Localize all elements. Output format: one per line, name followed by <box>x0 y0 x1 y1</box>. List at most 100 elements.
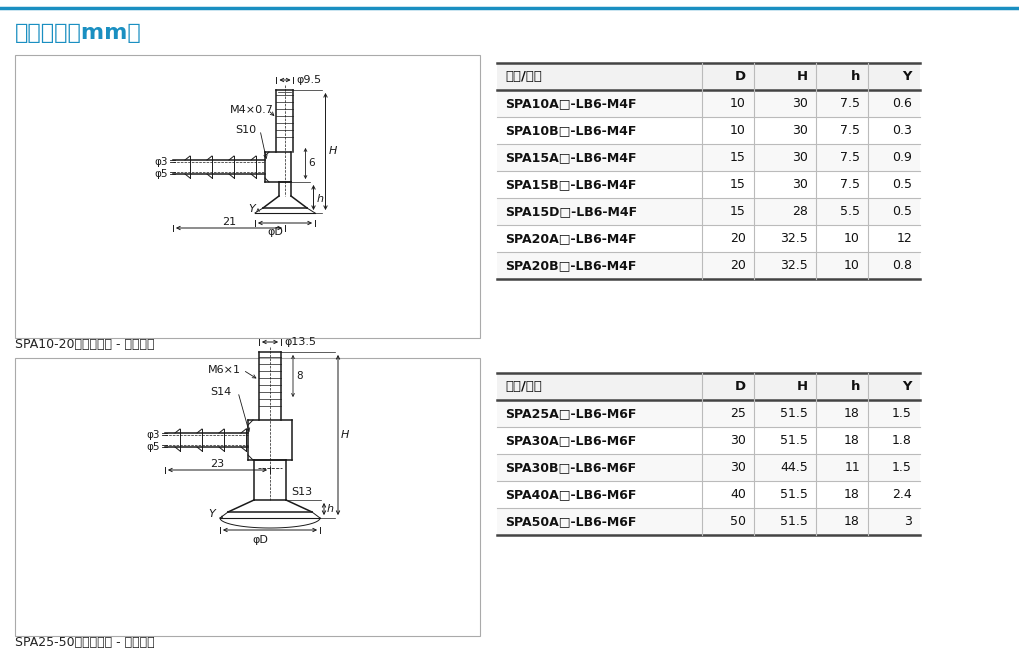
Text: 型号/尺寸: 型号/尺寸 <box>505 380 542 393</box>
Bar <box>497 90 920 117</box>
Text: 30: 30 <box>731 434 746 447</box>
Text: SPA15B□-LB6-M4F: SPA15B□-LB6-M4F <box>505 178 637 191</box>
Bar <box>497 252 920 279</box>
Bar <box>497 117 920 144</box>
Bar <box>497 508 920 535</box>
Text: 0.6: 0.6 <box>892 97 912 110</box>
Text: M6×1: M6×1 <box>208 365 242 375</box>
Text: H: H <box>797 70 808 83</box>
Text: φD: φD <box>267 227 283 237</box>
Text: 44.5: 44.5 <box>781 461 808 474</box>
Bar <box>497 481 920 508</box>
Text: 7.5: 7.5 <box>840 124 860 137</box>
Text: 15: 15 <box>731 178 746 191</box>
Text: SPA15D□-LB6-M4F: SPA15D□-LB6-M4F <box>505 205 637 218</box>
Text: 10: 10 <box>731 97 746 110</box>
Text: 30: 30 <box>792 124 808 137</box>
Text: 28: 28 <box>792 205 808 218</box>
Text: 6: 6 <box>309 159 315 169</box>
Text: 12: 12 <box>897 232 912 245</box>
Text: 21: 21 <box>222 217 236 227</box>
Text: 10: 10 <box>844 232 860 245</box>
Text: 15: 15 <box>731 151 746 164</box>
Text: 0.9: 0.9 <box>892 151 912 164</box>
Text: φD: φD <box>252 535 268 545</box>
Bar <box>497 63 920 90</box>
Text: h: h <box>327 504 334 514</box>
Bar <box>497 373 920 400</box>
Text: 18: 18 <box>844 434 860 447</box>
Bar <box>15 55 480 338</box>
Text: SPA40A□-LB6-M6F: SPA40A□-LB6-M6F <box>505 488 637 501</box>
Text: φ5: φ5 <box>147 442 160 452</box>
Text: S14: S14 <box>210 387 231 397</box>
Text: 3: 3 <box>904 515 912 528</box>
Text: SPA25A□-LB6-M6F: SPA25A□-LB6-M6F <box>505 407 637 420</box>
Text: 0.5: 0.5 <box>892 178 912 191</box>
Text: H: H <box>328 146 337 156</box>
Text: D: D <box>735 70 746 83</box>
Text: 10: 10 <box>731 124 746 137</box>
Text: 15: 15 <box>731 205 746 218</box>
Text: φ9.5: φ9.5 <box>297 75 322 85</box>
Text: 型号/尺寸: 型号/尺寸 <box>505 70 542 83</box>
Text: Y: Y <box>903 380 912 393</box>
Text: 32.5: 32.5 <box>781 232 808 245</box>
Text: 30: 30 <box>792 151 808 164</box>
Text: 51.5: 51.5 <box>781 488 808 501</box>
Text: 50: 50 <box>730 515 746 528</box>
Text: S10: S10 <box>235 125 256 135</box>
Text: H: H <box>797 380 808 393</box>
Text: φ13.5: φ13.5 <box>284 337 316 347</box>
Text: 11: 11 <box>845 461 860 474</box>
Bar <box>497 427 920 454</box>
Text: φ3: φ3 <box>147 430 160 440</box>
Text: SPA20B□-LB6-M4F: SPA20B□-LB6-M4F <box>505 259 637 272</box>
Text: 0.3: 0.3 <box>892 124 912 137</box>
Text: 20: 20 <box>731 259 746 272</box>
Bar <box>497 454 920 481</box>
Bar <box>497 171 920 198</box>
Text: 7.5: 7.5 <box>840 97 860 110</box>
Text: 23: 23 <box>211 459 224 469</box>
Text: 32.5: 32.5 <box>781 259 808 272</box>
Text: Y: Y <box>208 509 215 519</box>
Text: 51.5: 51.5 <box>781 515 808 528</box>
Text: 尺寸规格（mm）: 尺寸规格（mm） <box>15 23 142 43</box>
Text: SPA50A□-LB6-M6F: SPA50A□-LB6-M6F <box>505 515 637 528</box>
Text: SPA10B□-LB6-M4F: SPA10B□-LB6-M4F <box>505 124 637 137</box>
Text: 51.5: 51.5 <box>781 434 808 447</box>
Text: φ5: φ5 <box>155 169 168 179</box>
Text: H: H <box>341 430 350 440</box>
Text: SPA30B□-LB6-M6F: SPA30B□-LB6-M6F <box>505 461 636 474</box>
Text: 18: 18 <box>844 488 860 501</box>
Text: 8: 8 <box>296 371 303 381</box>
Bar <box>15 358 480 636</box>
Bar <box>497 225 920 252</box>
Text: φ3: φ3 <box>155 157 168 167</box>
Text: S13: S13 <box>291 487 312 497</box>
Text: SPA15A□-LB6-M4F: SPA15A□-LB6-M4F <box>505 151 637 164</box>
Text: Y: Y <box>248 204 255 214</box>
Text: SPA25-50　水平方向 - 宝塔接头: SPA25-50 水平方向 - 宝塔接头 <box>15 635 155 648</box>
Text: 7.5: 7.5 <box>840 151 860 164</box>
Text: 18: 18 <box>844 407 860 420</box>
Text: D: D <box>735 380 746 393</box>
Text: 1.8: 1.8 <box>892 434 912 447</box>
Text: 20: 20 <box>731 232 746 245</box>
Text: Y: Y <box>903 70 912 83</box>
Text: h: h <box>317 194 323 204</box>
Text: SPA10A□-LB6-M4F: SPA10A□-LB6-M4F <box>505 97 637 110</box>
Bar <box>497 400 920 427</box>
Text: SPA10-20　水平方向 - 宝塔接头: SPA10-20 水平方向 - 宝塔接头 <box>15 337 155 351</box>
Text: 1.5: 1.5 <box>892 407 912 420</box>
Text: h: h <box>851 380 860 393</box>
Text: 10: 10 <box>844 259 860 272</box>
Text: 30: 30 <box>731 461 746 474</box>
Text: SPA30A□-LB6-M6F: SPA30A□-LB6-M6F <box>505 434 636 447</box>
Text: SPA20A□-LB6-M4F: SPA20A□-LB6-M4F <box>505 232 637 245</box>
Text: 0.8: 0.8 <box>892 259 912 272</box>
Text: 40: 40 <box>731 488 746 501</box>
Text: h: h <box>851 70 860 83</box>
Text: 2.4: 2.4 <box>893 488 912 501</box>
